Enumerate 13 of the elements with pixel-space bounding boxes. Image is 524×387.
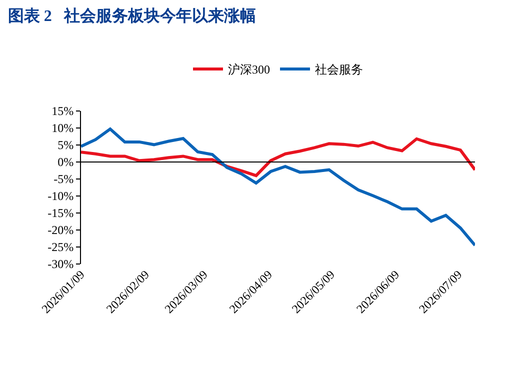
y-tick-label: -15% xyxy=(48,206,74,220)
y-tick-label: 5% xyxy=(58,138,74,152)
y-tick-label: -25% xyxy=(48,240,74,254)
chart-title: 图表 2 社会服务板块今年以来涨幅 xyxy=(8,6,256,25)
y-tick-label: -5% xyxy=(54,172,74,186)
y-tick-label: -30% xyxy=(48,257,74,272)
y-tick-label: 15% xyxy=(52,104,74,118)
legend-label: 社会服务 xyxy=(315,62,363,77)
y-tick-label: 10% xyxy=(52,121,74,136)
y-tick-label: -20% xyxy=(48,223,74,238)
legend-label: 沪深300 xyxy=(228,62,270,77)
y-tick-label: -10% xyxy=(48,189,74,204)
y-tick-label: 0% xyxy=(58,155,74,170)
